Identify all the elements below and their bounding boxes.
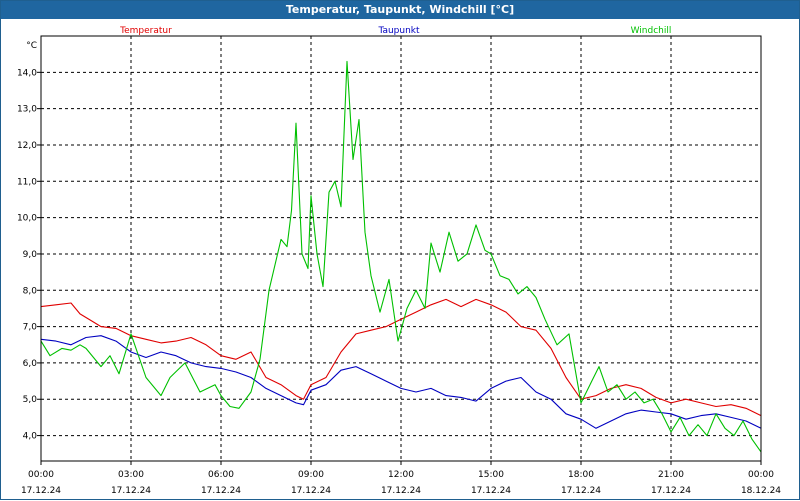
legend-entry-temperatur: Temperatur xyxy=(119,26,172,36)
axes: 4,0 5,0 6,0 7,0 8,0 9,0 10,0 11,0 12,0 13,0 14,0 °C… xyxy=(17,41,781,496)
y-tick-label: 4,0 xyxy=(23,432,38,442)
x-tick-date-label: 17.12.24 xyxy=(291,486,331,496)
series-line-taupunkt xyxy=(40,335,762,429)
x-tick-date-label: 17.12.24 xyxy=(561,486,601,496)
y-axis-unit: °C xyxy=(26,41,37,51)
grid xyxy=(41,36,761,461)
y-tick-label: 12,0 xyxy=(17,141,37,151)
x-tick-time-label: 06:00 xyxy=(208,470,234,480)
x-tick-time-label: 12:00 xyxy=(388,470,414,480)
x-tick-date-label: 17.12.24 xyxy=(21,486,61,496)
y-tick-label: 9,0 xyxy=(23,250,38,260)
window-title: Temperatur, Taupunkt, Windchill [°C] xyxy=(1,1,799,19)
x-tick-time-label: 21:00 xyxy=(658,470,684,480)
x-tick-date-label: 17.12.24 xyxy=(381,486,421,496)
series-line-windchill xyxy=(40,60,762,453)
x-tick-date-label: 18.12.24 xyxy=(741,486,781,496)
x-tick-time-label: 09:00 xyxy=(298,470,324,480)
y-tick-label: 6,0 xyxy=(23,359,38,369)
legend-entry-windchill: Windchill xyxy=(631,26,672,36)
legend-entry-taupunkt: Taupunkt xyxy=(377,26,420,36)
x-tick-time-label: 18:00 xyxy=(568,470,594,480)
legend: Temperatur Taupunkt Windchill xyxy=(119,26,671,36)
x-tick-time-label: 15:00 xyxy=(478,470,504,480)
y-tick-label: 5,0 xyxy=(23,395,38,405)
series-lines xyxy=(40,60,762,453)
y-tick-label: 8,0 xyxy=(23,286,38,296)
series-line-temperatur xyxy=(40,298,762,417)
y-tick-label: 7,0 xyxy=(23,323,38,333)
x-tick-date-label: 17.12.24 xyxy=(471,486,511,496)
y-tick-label: 13,0 xyxy=(17,105,37,115)
y-tick-label: 10,0 xyxy=(17,214,37,224)
x-tick-time-label: 00:00 xyxy=(28,470,54,480)
x-tick-date-label: 17.12.24 xyxy=(111,486,151,496)
x-tick-time-label: 03:00 xyxy=(118,470,144,480)
y-tick-label: 11,0 xyxy=(17,177,37,187)
x-tick-date-label: 17.12.24 xyxy=(651,486,691,496)
y-tick-label: 14,0 xyxy=(17,68,37,78)
x-tick-date-label: 17.12.24 xyxy=(201,486,241,496)
x-tick-time-label: 00:00 xyxy=(748,470,774,480)
